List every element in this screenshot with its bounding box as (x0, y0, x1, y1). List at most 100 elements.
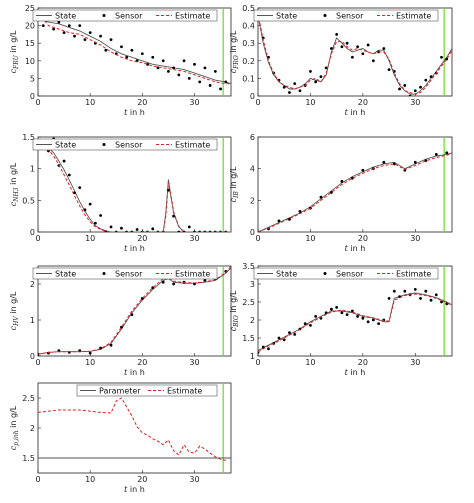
legend-label-estimate: Estimate (396, 12, 431, 21)
sensor-point (120, 45, 123, 49)
legend-label-state: State (55, 141, 76, 150)
y-tick-label: 0.2 (242, 57, 255, 66)
sensor-point (398, 87, 401, 91)
chart-p6: 0 10 20 30 1 1.5 2 2.5 3 3.5 t in h cBIO in g/L Stat… (229, 262, 453, 377)
x-tick-label: 0 (255, 234, 260, 243)
state-line (38, 18, 231, 85)
sensor-point (99, 34, 102, 38)
sensor-point (335, 33, 339, 36)
x-tick-label: 0 (255, 358, 260, 367)
y-tick-label: 1 (250, 352, 255, 361)
x-axis-label: t in h (345, 108, 366, 117)
state-line (38, 142, 231, 232)
sensor-point (78, 186, 82, 190)
plot-area (38, 8, 231, 96)
sensor-point (83, 38, 87, 42)
sensor-point (177, 230, 181, 232)
sensor-point (219, 87, 222, 91)
sensor-point (88, 351, 92, 355)
sensor-point (99, 214, 102, 217)
y-tick-label: 0 (30, 92, 35, 101)
sensor-point (93, 221, 97, 225)
sensor-point (319, 195, 323, 199)
x-tick-label: 20 (358, 234, 368, 243)
state-line (258, 14, 452, 95)
chart-p2: 0 10 20 30 0 0.1 0.2 0.3 0.4 0.5 t in h cFRO in g/L… (229, 4, 453, 117)
y-tick-label: 2 (30, 424, 35, 433)
sensor-point (440, 55, 443, 59)
sensor-point (277, 336, 281, 340)
sensor-point (413, 89, 417, 93)
sensor-point (41, 24, 45, 27)
sensor-point (429, 298, 433, 302)
y-tick-label: 0.4 (242, 22, 255, 31)
sensor-point (57, 20, 61, 24)
legend-label-estimate: Estimate (396, 270, 431, 279)
y-tick-label: 0 (250, 92, 255, 101)
sensor-point (319, 75, 323, 79)
chart-p7: 0 10 20 30 1.5 2 2.5 t in h cp,inh in g/L Paramet… (9, 382, 232, 494)
x-tick-label: 20 (137, 475, 147, 484)
sensor-point (213, 69, 217, 73)
plot-frame (257, 136, 453, 233)
sensor-point (140, 52, 144, 56)
sensor-point (293, 82, 297, 86)
x-tick-label: 0 (35, 358, 40, 367)
sensor-point (419, 297, 422, 300)
legend-label-estimate: Estimate (175, 270, 210, 279)
x-axis-label: t in h (124, 108, 145, 117)
x-tick-label: 30 (189, 475, 199, 484)
y-tick-label: 3.5 (242, 262, 255, 271)
estimate-line (258, 153, 452, 232)
sensor-point (67, 24, 71, 27)
legend: State Sensor Estimate (32, 267, 218, 280)
state-line (258, 292, 452, 352)
sensor-point (429, 75, 433, 79)
legend-box (32, 138, 218, 151)
y-tick-label: 2 (250, 316, 255, 325)
x-tick-label: 10 (85, 358, 95, 367)
plot-area (38, 266, 231, 356)
y-tick-label: 6 (250, 133, 255, 142)
sensor-point (203, 279, 207, 282)
sensor-point (130, 313, 134, 316)
legend-label-state: State (55, 270, 76, 279)
sensor-point (340, 311, 344, 315)
sensor-point (413, 288, 417, 291)
legend-swatch-sensor (102, 14, 106, 17)
y-tick-label: 1 (30, 316, 35, 325)
sensor-point (371, 59, 375, 63)
y-axis-label: cFRU in g/L (9, 30, 20, 73)
legend-label-sensor: Sensor (336, 12, 364, 21)
plot-area (38, 383, 231, 473)
sensor-point (62, 31, 66, 35)
sensor-point (109, 38, 113, 42)
x-tick-label: 30 (410, 98, 420, 107)
sensor-point (83, 208, 87, 212)
sensor-point (161, 280, 165, 284)
sensor-point (445, 151, 449, 155)
x-tick-label: 10 (85, 475, 95, 484)
y-tick-label: 25 (25, 4, 35, 13)
legend-box (32, 9, 218, 22)
sensor-point (330, 47, 333, 50)
y-tick-label: 10 (25, 57, 35, 66)
y-tick-label: 0.5 (242, 4, 255, 13)
sensor-point (424, 289, 428, 293)
sensor-point (340, 179, 344, 183)
sensor-point (314, 80, 318, 84)
estimate-line (38, 12, 231, 85)
y-tick-label: 0.3 (242, 39, 255, 48)
sensor-point (387, 297, 391, 300)
plot-frame (37, 265, 232, 357)
x-tick-label: 30 (410, 358, 420, 367)
x-tick-label: 30 (410, 234, 420, 243)
plot-frame (37, 382, 232, 474)
state-line (38, 267, 231, 355)
legend-label-state: State (276, 12, 297, 21)
sensor-point (161, 59, 165, 63)
sensor-point (335, 306, 339, 309)
sensor-point (440, 300, 443, 304)
sensor-point (67, 173, 71, 177)
